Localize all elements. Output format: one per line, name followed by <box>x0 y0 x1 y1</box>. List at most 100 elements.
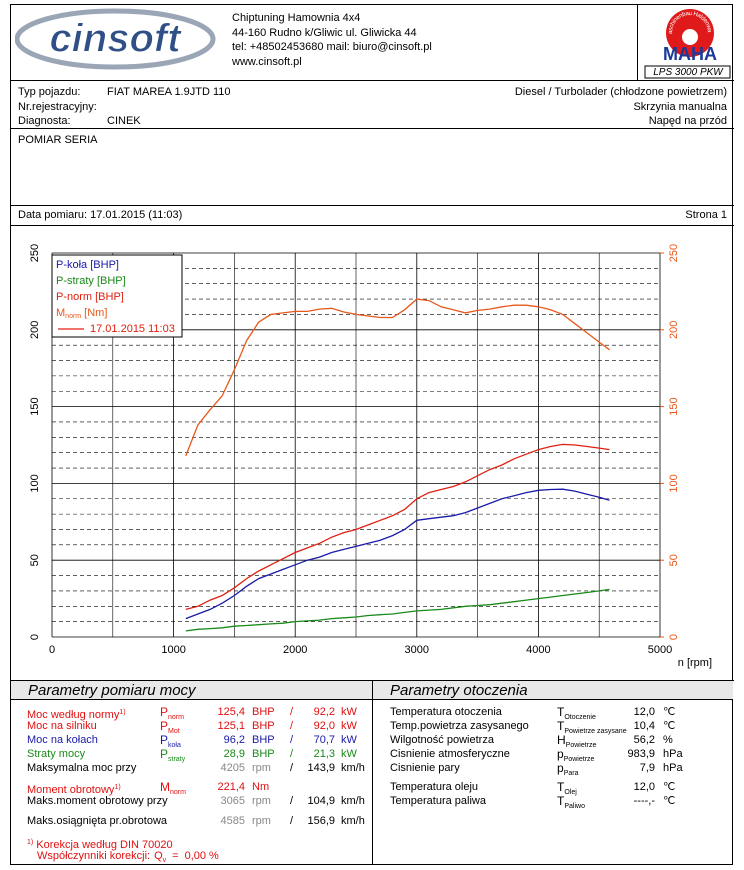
note-mark: 1) <box>119 709 126 716</box>
divider <box>372 681 373 865</box>
footnote-value: 0,00 % <box>184 850 219 862</box>
y-tick-label: 250 <box>29 244 41 262</box>
env-value: 10,4 <box>633 720 655 732</box>
env-label: Cisnienie atmosferyczne <box>390 748 510 760</box>
legend-date: 17.01.2015 11:03 <box>90 323 175 335</box>
param-label: Maksymalna moc przy <box>27 762 136 775</box>
env-label: Temperatura paliwa <box>390 795 486 807</box>
param-label-text: Moc na kołach <box>27 734 98 746</box>
field-label: Typ pojazdu: <box>18 86 81 98</box>
symbol-sub: Mot <box>168 728 180 735</box>
param-value: 4585 <box>220 815 245 827</box>
param-value: 3065 <box>220 795 245 807</box>
legend-entry: P-norm [BHP] <box>56 291 124 303</box>
param-unit: rpm <box>252 795 271 807</box>
maha-logo: Maschinenbau Haldenwang MAHA LPS 3000 PK… <box>640 5 731 79</box>
env-value: 12,0 <box>633 706 655 718</box>
param-unit2: km/h <box>341 815 365 827</box>
env-value: 983,9 <box>627 748 655 760</box>
param-label-text: Moc według normy <box>27 709 120 721</box>
param-value2: 21,3 <box>313 748 335 760</box>
param-value: 221,4 <box>217 781 245 793</box>
param-sep: / <box>290 748 294 760</box>
footnote: 1) Korekcja według DIN 70020 <box>27 836 173 852</box>
y-tick-label: 150 <box>29 397 41 415</box>
series-line <box>185 443 610 611</box>
symbol-sub: Olej <box>564 789 577 796</box>
legend-name: M <box>56 307 65 319</box>
maha-text: MAHA <box>663 44 717 64</box>
env-label: Wilgotność powietrza <box>390 734 494 746</box>
footnote: Współczynniki korekcji: Qv = 0,00 % <box>37 850 219 867</box>
env-label: Temperatura otoczenia <box>390 706 502 718</box>
env-unit: ℃ <box>663 781 676 793</box>
y-tick-label: 200 <box>29 321 41 339</box>
param-value: 4205 <box>220 762 245 774</box>
symbol-sub: v <box>162 857 167 864</box>
param-label: Maks.moment obrotowy przy <box>27 795 168 808</box>
param-value2: 143,9 <box>307 762 335 774</box>
address-line: tel: +48502453680 mail: biuro@cinsoft.pl <box>232 41 432 53</box>
legend-entry: Mnorm [Nm] <box>56 307 107 320</box>
rule <box>10 225 734 226</box>
param-label-text: Straty mocy <box>27 748 86 760</box>
rule <box>10 680 734 681</box>
y-tick-label: 50 <box>29 554 41 566</box>
symbol: H <box>557 733 566 747</box>
field-value: CINEK <box>107 115 141 127</box>
address-line: 44-160 Rudno k/Gliwic ul. Gliwicka 44 <box>232 26 417 39</box>
env-value: 7,9 <box>639 762 655 774</box>
param-unit: Nm <box>252 781 270 793</box>
symbol-sub: Paliwo <box>564 803 585 810</box>
param-unit2: kW <box>341 720 357 732</box>
symbol: T <box>557 794 565 808</box>
field-value: FIAT MAREA 1.9JTD 110 <box>107 86 231 98</box>
env-value: 12,0 <box>633 781 655 793</box>
env-label: Temp.powietrza zasysanego <box>390 720 529 732</box>
param-label: Maks.osiągnięta pr.obrotowa <box>27 815 167 828</box>
symbol: T <box>557 719 565 733</box>
param-sep: / <box>290 762 294 774</box>
env-unit: hPa <box>663 748 683 760</box>
param-label-text: Maksymalna moc przy <box>27 762 137 774</box>
param-unit: BHP <box>252 720 275 732</box>
y-tick-label: 0 <box>29 634 41 640</box>
cinsoft-logo: cinsoft <box>15 8 216 70</box>
x-tick-label: 5000 <box>648 644 672 656</box>
x-tick-label: 3000 <box>405 644 429 656</box>
param-label-text: Moc na silniku <box>27 720 97 732</box>
env-label: Cisnienie pary <box>390 762 460 774</box>
x-tick-label: 0 <box>49 644 55 656</box>
param-sep: / <box>290 720 294 732</box>
param-label: Moment obrotowy1) <box>27 781 121 797</box>
param-value: 96,2 <box>223 734 245 746</box>
env-value: 56,2 <box>633 734 655 746</box>
y2-tick-label: 0 <box>668 634 680 640</box>
param-symbol: Pnorm <box>160 706 184 724</box>
legend-entry: P-koła [BHP] <box>56 259 119 271</box>
symbol: p <box>557 761 564 775</box>
param-value: 125,1 <box>217 720 245 732</box>
symbol: p <box>557 747 564 761</box>
symbol: Q <box>154 850 163 862</box>
test-date: Data pomiaru: 17.01.2015 (11:03) <box>18 209 183 221</box>
chart: 0 1000 2000 3000 4000 5000 0 50 100 150 200 250 0 50 1… <box>29 244 712 669</box>
param-value2: 104,9 <box>307 795 335 807</box>
symbol-sub: norm <box>168 714 184 721</box>
env-symbol: HPowietrze <box>557 734 596 752</box>
series-line <box>185 298 610 457</box>
symbol: T <box>557 705 565 719</box>
y2-tick-label: 250 <box>668 244 680 262</box>
symbol-sub: Para <box>563 770 579 777</box>
series-line <box>185 588 610 632</box>
y2-tick-label: 150 <box>668 397 680 415</box>
footnote-text: Korekcja według DIN 70020 <box>36 839 173 851</box>
x-tick-label: 4000 <box>526 644 550 656</box>
param-label: Moc według normy1) <box>27 706 126 722</box>
field-right: Skrzynia manualna <box>633 100 727 113</box>
symbol: P <box>160 747 169 761</box>
param-unit2: kW <box>341 734 357 746</box>
param-label-text: Maks.osiągnięta pr.obrotowa <box>27 815 168 827</box>
model-box <box>644 65 731 79</box>
param-symbol: Mnorm <box>160 781 186 799</box>
